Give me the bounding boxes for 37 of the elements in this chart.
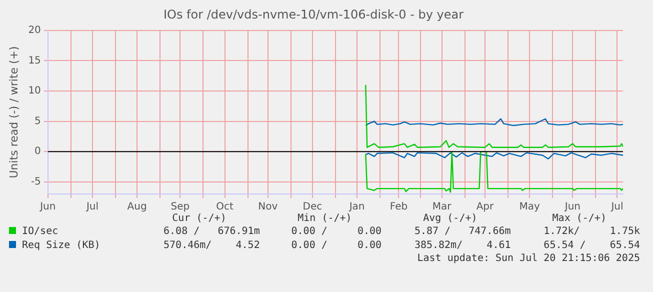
x-tick-label: Sep: [170, 202, 190, 213]
text: Min (-/+): [296, 213, 353, 225]
legend-label: IO/sec: [21, 225, 60, 239]
x-tick-label: May: [519, 202, 540, 213]
text: 6.08 / 676.91m: [162, 225, 261, 239]
x-tick-label: Mar: [432, 202, 452, 213]
x-tick-label: Jun: [564, 202, 580, 213]
text: 385.82m/ 4.61: [413, 239, 512, 253]
text: 5.87 / 747.66m: [413, 225, 512, 239]
text: 0.00 / 0.00: [290, 239, 383, 253]
text: 65.54 / 65.54: [542, 239, 641, 253]
y-tick-label: -5: [30, 176, 41, 188]
x-tick-label: Jul: [610, 202, 624, 213]
chart-title: IOs for /dev/vds-nvme-10/vm-106-disk-0 - by year: [163, 7, 464, 22]
text: 1.72k/ 1.75k: [542, 225, 641, 239]
x-tick-label: Jun: [39, 202, 56, 213]
x-tick-label: Oct: [216, 202, 234, 213]
x-tick-label: Apr: [476, 202, 495, 213]
text: 570.46m/ 4.52: [162, 239, 261, 253]
text: Last update: Sun Jul 20 21:15:06 2025: [416, 253, 641, 265]
y-tick-label: 20: [28, 24, 41, 36]
x-tick-label: Jul: [85, 202, 99, 213]
y-axis-title: Units read (-) / write (+): [7, 46, 20, 178]
y-tick-label: 0: [34, 146, 41, 158]
x-tick-label: Dec: [302, 202, 322, 213]
y-tick-label: 15: [28, 55, 41, 66]
x-tick-label: Feb: [390, 202, 408, 213]
text: Max (-/+): [551, 213, 608, 225]
x-tick-label: Aug: [127, 202, 147, 213]
y-tick-label: 10: [28, 86, 41, 97]
legend-label: Req Size (KB): [21, 239, 102, 253]
x-tick-label: Nov: [258, 202, 278, 213]
x-tick-label: Jan: [348, 202, 365, 213]
text: Avg (-/+): [422, 213, 478, 225]
text: 0.00 / 0.00: [290, 225, 383, 239]
y-tick-label: 5: [34, 116, 41, 127]
text: Cur (-/+): [171, 213, 228, 225]
